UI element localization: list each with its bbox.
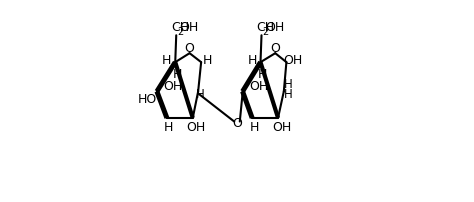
Text: O: O [184, 42, 194, 55]
Text: OH: OH [272, 121, 291, 134]
Text: OH: OH [249, 80, 268, 93]
Text: HO: HO [138, 93, 157, 106]
Text: H: H [173, 68, 182, 81]
Text: OH: OH [283, 54, 302, 67]
Text: O: O [270, 42, 280, 55]
Text: H: H [202, 54, 212, 67]
Text: H: H [164, 121, 173, 134]
Text: OH: OH [179, 21, 199, 34]
Text: H: H [284, 88, 292, 101]
Text: H: H [284, 78, 292, 91]
Text: H: H [162, 54, 172, 67]
Text: H: H [196, 88, 204, 101]
Text: OH: OH [163, 80, 182, 93]
Text: H: H [249, 121, 259, 134]
Text: H: H [247, 54, 257, 67]
Text: 2: 2 [263, 27, 269, 37]
Text: OH: OH [265, 21, 284, 34]
Text: CH: CH [256, 21, 274, 34]
Text: O: O [232, 117, 242, 130]
Text: 2: 2 [177, 27, 183, 37]
Text: OH: OH [187, 121, 206, 134]
Text: CH: CH [171, 21, 189, 34]
Text: H: H [258, 68, 268, 81]
